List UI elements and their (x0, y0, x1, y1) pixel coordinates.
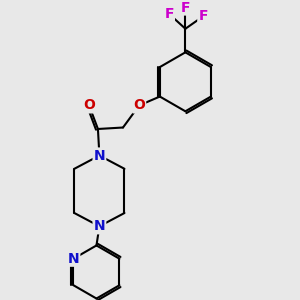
Text: F: F (198, 9, 208, 23)
Text: F: F (164, 7, 174, 21)
Text: O: O (133, 98, 145, 112)
Text: N: N (94, 219, 105, 233)
Text: N: N (68, 252, 79, 266)
Text: F: F (181, 1, 190, 14)
Text: O: O (83, 98, 95, 112)
Text: N: N (94, 148, 105, 163)
